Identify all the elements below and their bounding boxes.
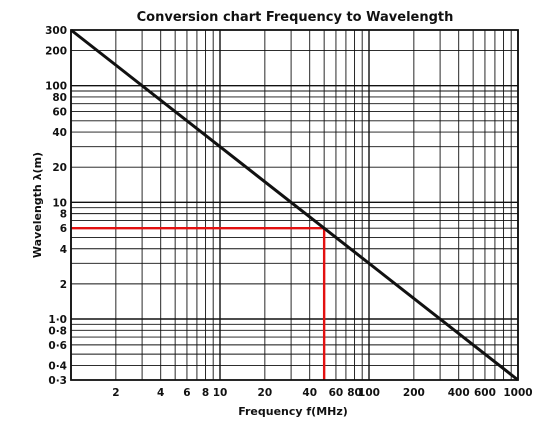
x-tick-label: 200 bbox=[403, 387, 425, 399]
y-tick-label: 0·6 bbox=[48, 340, 67, 352]
annotation-marker-line bbox=[71, 227, 326, 380]
x-tick-label: 1000 bbox=[503, 387, 532, 399]
x-tick-label: 40 bbox=[302, 387, 317, 399]
y-tick-label: 8 bbox=[60, 209, 67, 221]
x-tick-label: 2 bbox=[112, 387, 119, 399]
series-line bbox=[70, 28, 519, 382]
chart-title: Conversion chart Frequency to Wavelength bbox=[137, 10, 454, 25]
x-tick-label: 60 bbox=[329, 387, 344, 399]
y-tick-label: 1·0 bbox=[48, 314, 67, 326]
annotation-marker bbox=[71, 227, 326, 380]
x-tick-label: 100 bbox=[358, 387, 380, 399]
x-tick-label: 4 bbox=[157, 387, 164, 399]
plot-frame bbox=[70, 29, 519, 381]
x-tick-label: 6 bbox=[183, 387, 190, 399]
x-tick-label: 10 bbox=[213, 387, 228, 399]
y-tick-label: 60 bbox=[52, 107, 67, 119]
y-tick-label: 2 bbox=[60, 279, 67, 291]
y-tick-label: 80 bbox=[52, 92, 67, 104]
y-tick-label: 0·3 bbox=[48, 375, 67, 387]
x-tick-label: 400 bbox=[448, 387, 470, 399]
y-tick-label: 4 bbox=[60, 244, 67, 256]
x-tick-label: 20 bbox=[258, 387, 273, 399]
y-tick-label: 0·4 bbox=[48, 360, 67, 372]
y-axis-label: Wavelength λ(m) bbox=[31, 152, 44, 258]
y-tick-label: 0·8 bbox=[48, 325, 67, 337]
x-tick-label: 8 bbox=[202, 387, 209, 399]
y-tick-label: 10 bbox=[52, 197, 67, 209]
y-tick-label: 100 bbox=[45, 81, 67, 93]
x-axis-label: Frequency f(MHz) bbox=[238, 405, 348, 418]
y-tick-label: 200 bbox=[45, 46, 67, 58]
y-tick-label: 40 bbox=[52, 127, 67, 139]
series-group bbox=[70, 28, 519, 382]
y-tick-label: 6 bbox=[60, 223, 67, 235]
y-tick-label: 300 bbox=[45, 25, 67, 37]
y-tick-label: 20 bbox=[52, 162, 67, 174]
x-tick-label: 600 bbox=[474, 387, 496, 399]
x-tick-label: 80 bbox=[347, 387, 362, 399]
